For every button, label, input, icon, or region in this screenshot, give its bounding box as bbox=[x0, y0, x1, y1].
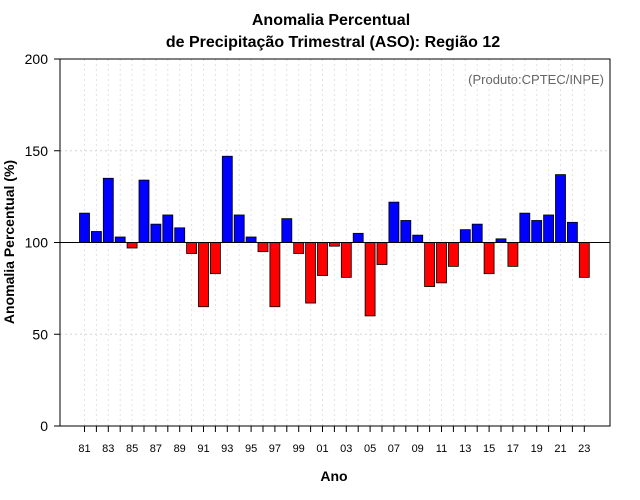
bar-98 bbox=[281, 218, 293, 243]
bar-91 bbox=[198, 242, 209, 308]
y-tick-label-50: 50 bbox=[32, 326, 48, 342]
bar-22 bbox=[567, 221, 578, 243]
bar-85 bbox=[126, 242, 138, 249]
x-tick-label-99: 99 bbox=[293, 443, 305, 455]
bar-12 bbox=[447, 242, 459, 267]
x-tick-label-01: 01 bbox=[316, 443, 328, 455]
x-axis-label: Ano bbox=[320, 468, 347, 484]
bar-90 bbox=[186, 242, 198, 254]
bar-14 bbox=[471, 223, 483, 243]
bar-89 bbox=[174, 227, 186, 243]
bar-07 bbox=[388, 201, 400, 243]
x-tick-label-87: 87 bbox=[150, 443, 162, 455]
bar-88 bbox=[162, 214, 174, 243]
bar-04 bbox=[352, 232, 364, 243]
y-tick-label-150: 150 bbox=[25, 143, 49, 159]
x-tick-label-09: 09 bbox=[412, 443, 424, 455]
bar-97 bbox=[269, 242, 281, 308]
bar-19 bbox=[531, 220, 543, 243]
x-tick-label-03: 03 bbox=[340, 443, 352, 455]
bar-03 bbox=[340, 242, 352, 278]
y-tick-label-200: 200 bbox=[25, 51, 49, 67]
bar-08 bbox=[400, 220, 412, 243]
x-tick-label-05: 05 bbox=[364, 443, 376, 455]
bar-23 bbox=[578, 242, 590, 278]
x-tick-label-07: 07 bbox=[388, 443, 400, 455]
x-tick-label-11: 11 bbox=[436, 443, 447, 455]
y-tick-label-100: 100 bbox=[25, 235, 49, 251]
chart-title-line2: de Precipitação Trimestral (ASO): Região… bbox=[166, 34, 500, 51]
y-axis: 0 50 100 150 200 bbox=[25, 51, 60, 434]
bar-15 bbox=[483, 242, 495, 275]
bar-84 bbox=[114, 236, 126, 243]
bar-99 bbox=[293, 242, 305, 254]
bar-86 bbox=[138, 179, 150, 243]
bar-93 bbox=[221, 155, 233, 243]
x-tick-label-17: 17 bbox=[507, 443, 519, 455]
x-tick-label-81: 81 bbox=[78, 443, 90, 455]
bar-13 bbox=[459, 229, 471, 243]
bar-00 bbox=[305, 242, 317, 304]
bar-96 bbox=[257, 242, 269, 253]
bar-09 bbox=[412, 234, 424, 243]
bar-87 bbox=[150, 223, 162, 243]
bar-01 bbox=[317, 242, 328, 276]
bar-06 bbox=[376, 242, 388, 265]
x-tick-label-15: 15 bbox=[483, 443, 495, 455]
bar-17 bbox=[507, 242, 519, 267]
credit-label: (Produto:CPTEC/INPE) bbox=[468, 72, 604, 87]
x-tick-label-93: 93 bbox=[221, 443, 233, 455]
chart-title-line1: Anomalia Percentual bbox=[252, 12, 410, 29]
bar-82 bbox=[91, 231, 102, 243]
bar-94 bbox=[233, 214, 245, 243]
bar-20 bbox=[543, 214, 554, 243]
x-tick-label-23: 23 bbox=[578, 443, 590, 455]
x-tick-label-83: 83 bbox=[102, 443, 114, 455]
y-tick-label-0: 0 bbox=[40, 418, 48, 434]
y-axis-label: Anomalia Percentual (%) bbox=[1, 160, 17, 324]
bar-81 bbox=[79, 212, 90, 243]
bar-16 bbox=[495, 238, 507, 243]
x-tick-label-89: 89 bbox=[174, 443, 186, 455]
bar-95 bbox=[245, 236, 257, 243]
bar-05 bbox=[364, 242, 376, 317]
x-tick-label-13: 13 bbox=[459, 443, 471, 455]
bar-21 bbox=[555, 174, 566, 243]
x-tick-label-85: 85 bbox=[126, 443, 138, 455]
bar-92 bbox=[209, 242, 221, 275]
bar-11 bbox=[436, 242, 447, 284]
x-tick-label-97: 97 bbox=[269, 443, 281, 455]
grid-lines bbox=[60, 59, 610, 426]
x-axis: 81 83 85 87 89 91 93 95 97 99 01 03 05 07 09 11 13 15 17 19… bbox=[78, 426, 590, 455]
bar-83 bbox=[102, 177, 114, 243]
x-tick-label-19: 19 bbox=[531, 443, 543, 455]
bar-18 bbox=[519, 212, 531, 243]
x-tick-label-95: 95 bbox=[245, 443, 257, 455]
bar-02 bbox=[328, 242, 340, 247]
x-tick-label-21: 21 bbox=[554, 443, 566, 455]
bar-10 bbox=[424, 242, 436, 287]
bars-group bbox=[79, 155, 590, 317]
x-tick-label-91: 91 bbox=[197, 443, 209, 455]
